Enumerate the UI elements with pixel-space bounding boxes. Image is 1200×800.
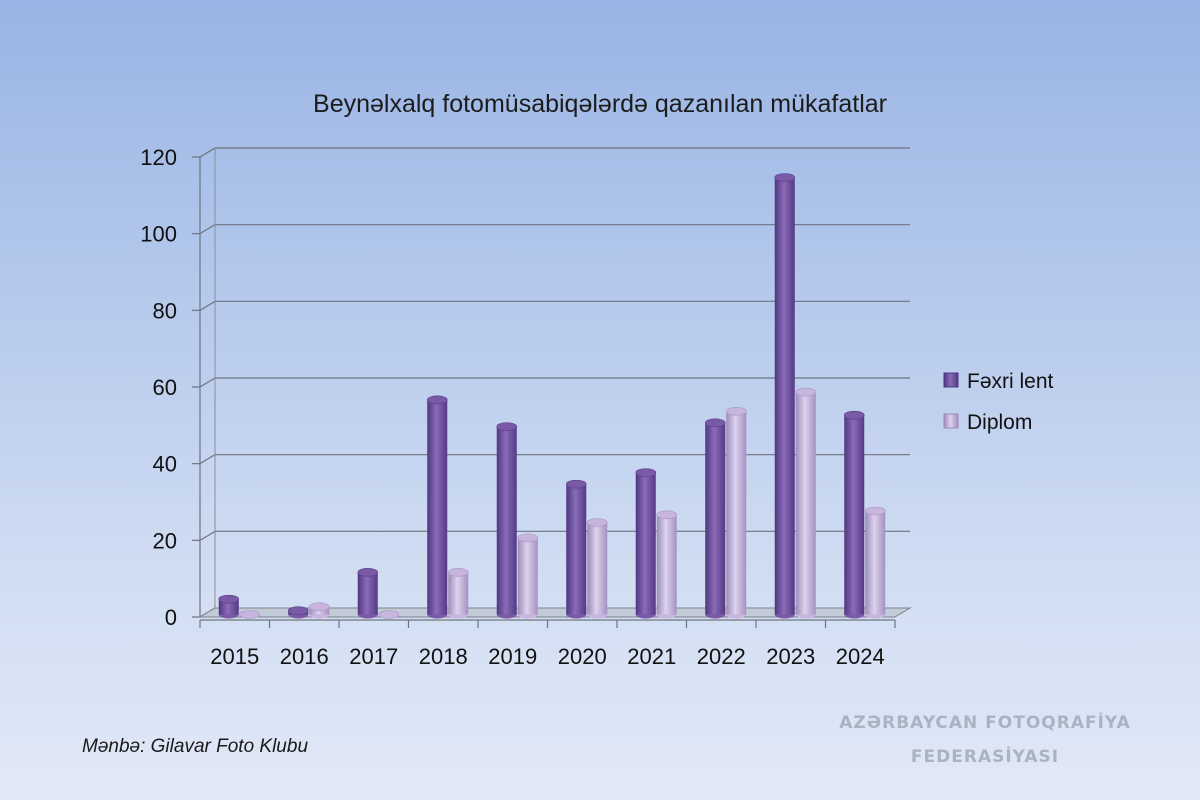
y-tick-label: 120 bbox=[140, 145, 177, 170]
bar-top bbox=[864, 506, 886, 516]
bar-body bbox=[357, 572, 378, 615]
bar-2015-fexri-lent bbox=[218, 594, 240, 619]
bar-top bbox=[447, 568, 469, 577]
bars bbox=[218, 173, 886, 619]
bar-top bbox=[704, 418, 726, 428]
bar-top bbox=[725, 407, 747, 416]
x-tick-label: 2017 bbox=[349, 644, 398, 669]
bar-body bbox=[844, 415, 865, 615]
bar-2016-fexri-lent bbox=[287, 606, 309, 619]
bar-top bbox=[239, 610, 261, 619]
bar-body bbox=[726, 411, 747, 615]
y-tick-label: 60 bbox=[153, 375, 177, 400]
bar-2023-fexri-lent bbox=[774, 173, 796, 619]
bar-2018-fexri-lent bbox=[426, 395, 448, 619]
grid-line-side bbox=[199, 377, 216, 388]
source-note: Mənbə: Gilavar Foto Klubu bbox=[82, 736, 309, 757]
x-tick-label: 2019 bbox=[488, 644, 537, 669]
chart-title: Beynəlxalq fotomüsabiqələrdə qazanılan m… bbox=[313, 90, 887, 118]
y-tick-label: 100 bbox=[140, 222, 177, 247]
bar-body bbox=[795, 392, 816, 615]
legend-label-diplom: Diplom bbox=[967, 411, 1032, 434]
bar-body bbox=[705, 422, 726, 615]
bar-top bbox=[287, 606, 309, 615]
y-tick-label: 0 bbox=[165, 605, 177, 630]
x-tick-label: 2023 bbox=[766, 644, 815, 669]
bar-2022-diplom bbox=[725, 407, 747, 619]
bar-2022-fexri-lent bbox=[704, 418, 726, 619]
watermark-line-2: FEDERASİYASI bbox=[910, 747, 1060, 767]
bar-top bbox=[496, 422, 518, 431]
bar-2020-diplom bbox=[586, 518, 608, 619]
x-axis-ticks: 2015 2016 2017 2018 2019 2020 2021 2022 2023 2024 bbox=[210, 644, 884, 669]
bar-body bbox=[566, 484, 587, 615]
bar-2017-fexri-lent bbox=[357, 568, 379, 619]
legend-label-fexri-lent: Fəxri lent bbox=[967, 370, 1054, 393]
legend: Fəxri lent Diplom bbox=[943, 370, 1054, 434]
bar-top bbox=[357, 568, 379, 577]
x-tick-label: 2018 bbox=[419, 644, 468, 669]
bar-2023-diplom bbox=[795, 387, 817, 619]
bar-top bbox=[378, 610, 400, 619]
y-tick-label: 20 bbox=[153, 528, 177, 553]
x-tick-label: 2015 bbox=[210, 644, 259, 669]
bar-body bbox=[496, 426, 517, 615]
x-tick-label: 2021 bbox=[627, 644, 676, 669]
grid-line-side bbox=[199, 224, 216, 235]
grid-line-side bbox=[199, 147, 216, 158]
y-tick-label: 40 bbox=[153, 452, 177, 477]
bar-body bbox=[865, 511, 886, 615]
bar-2024-diplom bbox=[864, 506, 886, 619]
y-axis-ticks: 0 20 40 60 80 100 120 bbox=[140, 145, 177, 630]
grid-line-side bbox=[199, 454, 216, 465]
bar-2021-diplom bbox=[656, 510, 678, 619]
bar-2021-fexri-lent bbox=[635, 468, 657, 619]
bar-top bbox=[308, 602, 330, 612]
bar-body bbox=[218, 599, 239, 615]
y-tick-label: 80 bbox=[153, 298, 177, 323]
bar-body bbox=[427, 399, 448, 615]
grid-line-side bbox=[199, 530, 216, 541]
bar-top bbox=[656, 510, 678, 520]
bar-2024-fexri-lent bbox=[843, 410, 865, 619]
x-tick-label: 2020 bbox=[558, 644, 607, 669]
legend-swatch-fexri-lent bbox=[943, 372, 959, 388]
bar-top bbox=[843, 410, 865, 420]
bar-2019-diplom bbox=[517, 533, 539, 619]
bar-2019-fexri-lent bbox=[496, 422, 518, 619]
bar-top bbox=[517, 533, 539, 543]
bar-2017-diplom bbox=[378, 610, 400, 619]
watermark: AZƏRBAYCAN FOTOQRAFİYA FEDERASİYASI bbox=[820, 706, 1150, 774]
bar-top bbox=[795, 387, 817, 397]
bar-body bbox=[587, 522, 608, 615]
bar-body bbox=[448, 572, 469, 615]
bar-body bbox=[517, 537, 538, 615]
bar-top bbox=[426, 395, 448, 405]
bar-2018-diplom bbox=[447, 568, 469, 619]
x-tick-label: 2024 bbox=[836, 644, 885, 669]
bar-top bbox=[635, 468, 657, 477]
watermark-line-1: AZƏRBAYCAN FOTOQRAFİYA bbox=[839, 713, 1131, 733]
bar-2020-fexri-lent bbox=[565, 479, 587, 619]
x-tick-label: 2022 bbox=[697, 644, 746, 669]
bar-top bbox=[586, 518, 608, 527]
bar-top bbox=[774, 173, 796, 182]
bar-body bbox=[774, 177, 795, 615]
x-tick-label: 2016 bbox=[280, 644, 329, 669]
legend-swatch-diplom bbox=[943, 413, 959, 429]
bar-top bbox=[218, 594, 240, 604]
bar-2015-diplom bbox=[239, 610, 261, 619]
bar-2016-diplom bbox=[308, 602, 330, 619]
bar-body bbox=[656, 514, 677, 615]
grid-line-side bbox=[199, 300, 216, 311]
bar-body bbox=[635, 472, 656, 615]
bar-top bbox=[565, 479, 587, 489]
